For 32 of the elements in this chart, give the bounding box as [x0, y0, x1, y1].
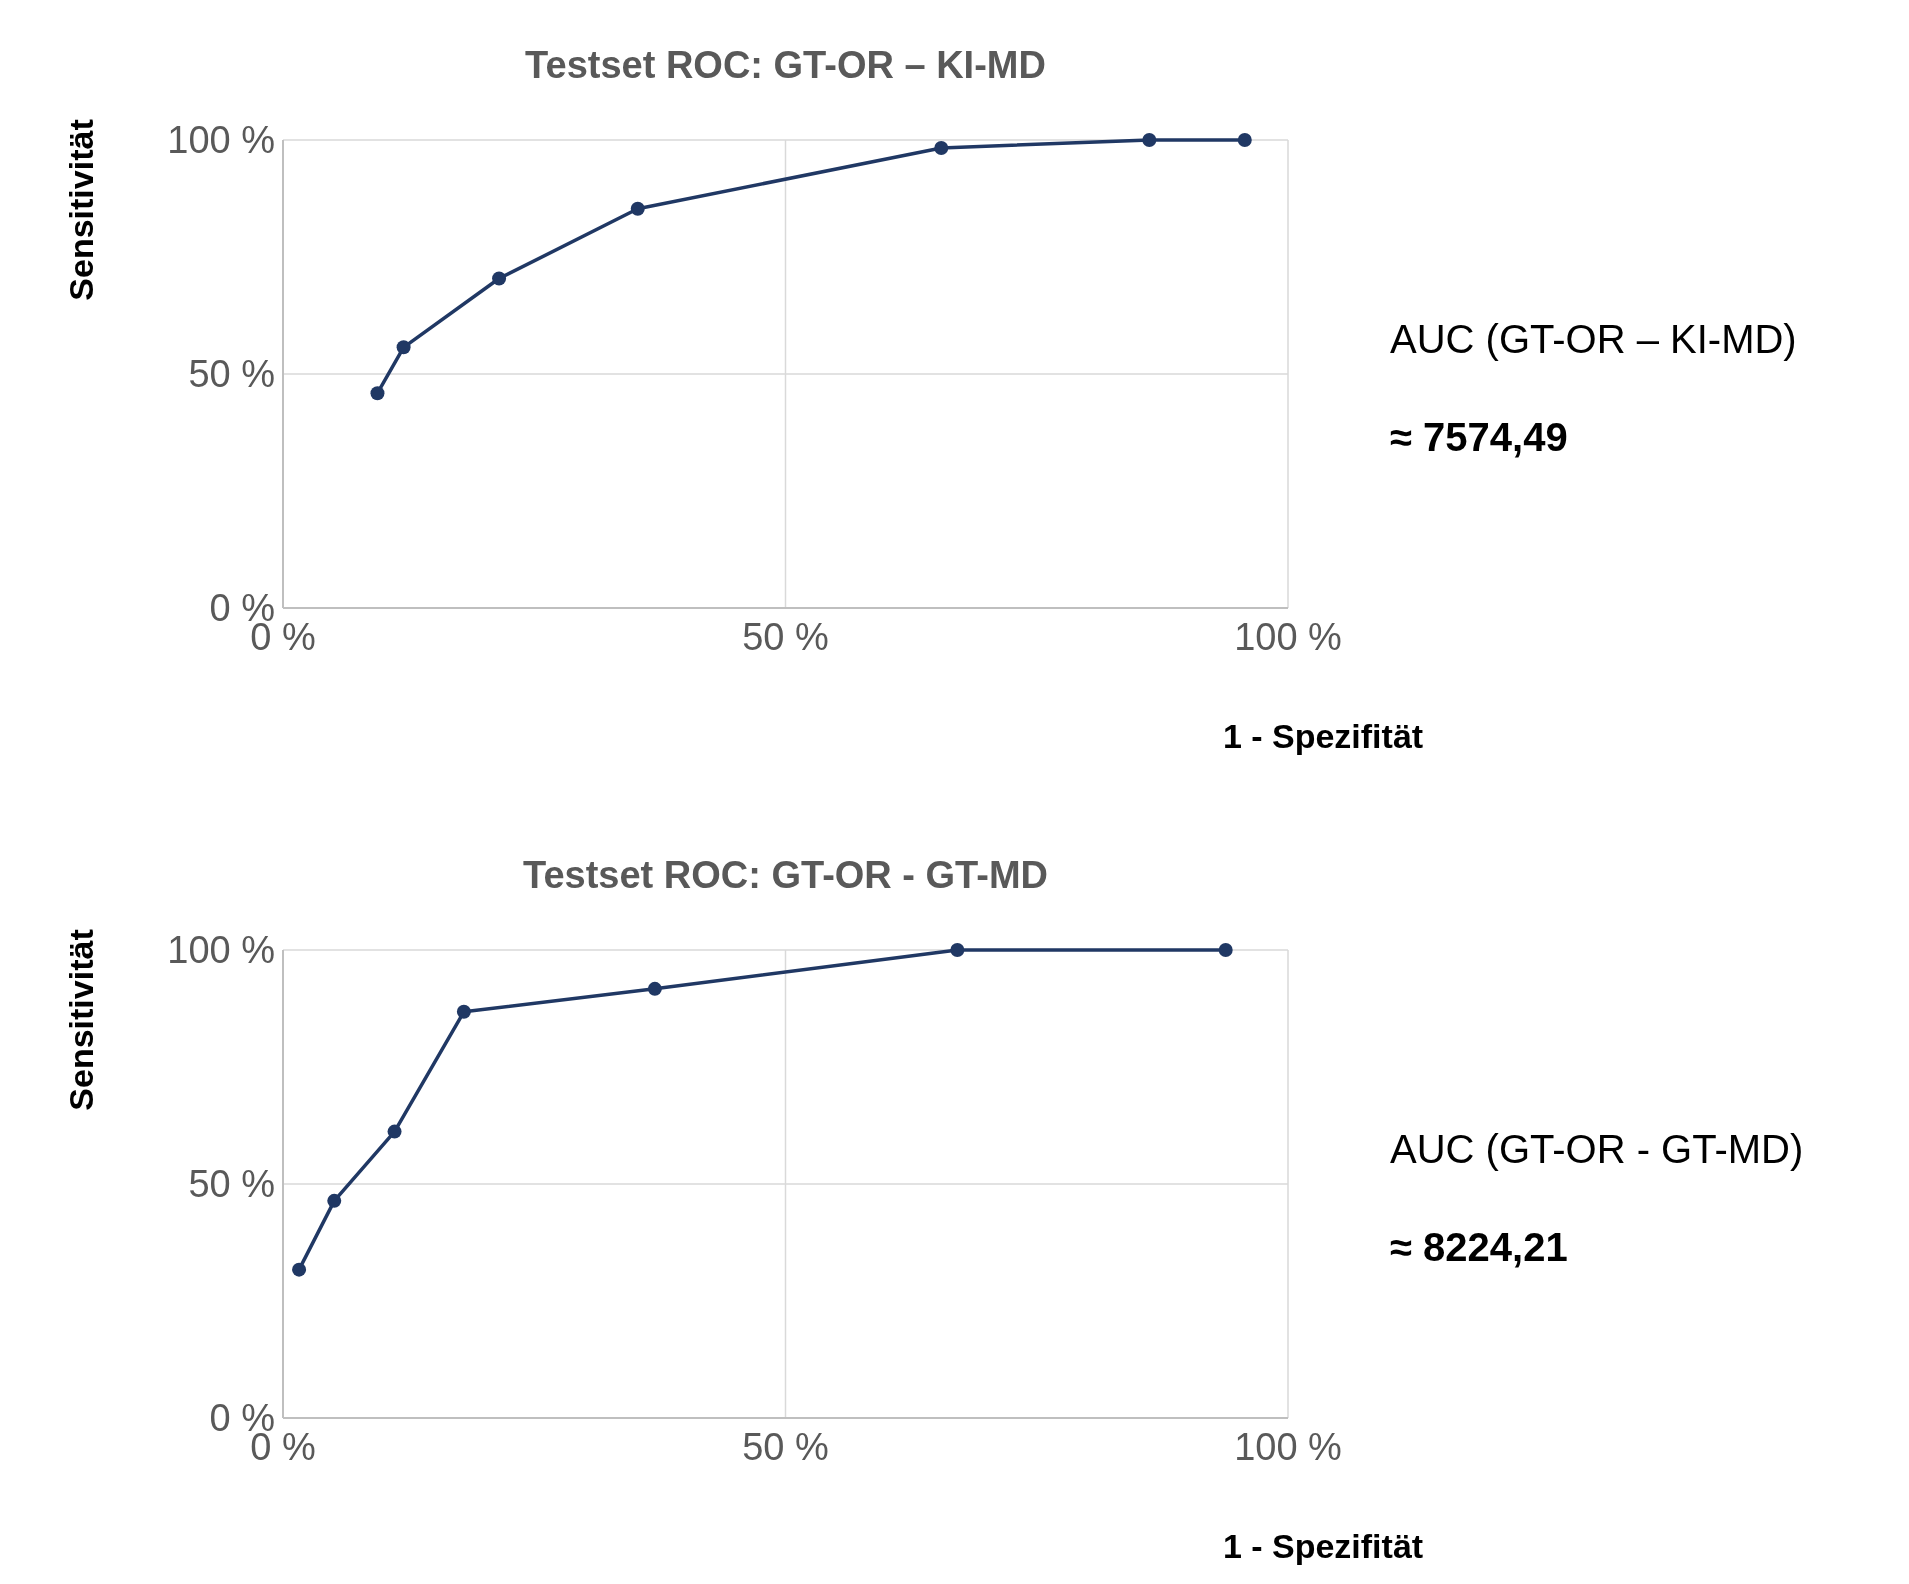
- point: [647, 981, 662, 996]
- point: [492, 271, 507, 286]
- point: [1218, 943, 1233, 957]
- point: [1142, 133, 1157, 147]
- text: ≈ 7574,49: [1390, 415, 1568, 459]
- x-tick-label: 50 %: [742, 616, 829, 658]
- x-tick-label: 100 %: [1234, 1426, 1342, 1468]
- y-tick-label: 100 %: [167, 119, 275, 161]
- x-axis-title: 1 - Spezifität: [1222, 1527, 1424, 1565]
- point: [327, 1193, 342, 1208]
- point: [950, 943, 965, 957]
- chart-title: Testset ROC: GT-OR - GT-MD: [523, 854, 1048, 896]
- point: [396, 340, 411, 355]
- point: [370, 386, 385, 401]
- y-axis-title: Sensitivität: [62, 119, 100, 301]
- text: AUC (GT-OR – KI-MD): [1390, 317, 1797, 361]
- x-tick-label: 100 %: [1234, 616, 1342, 658]
- text: AUC (GT-OR - GT-MD): [1390, 1127, 1804, 1171]
- text: ≈ 8224,21: [1390, 1225, 1568, 1269]
- point: [630, 201, 645, 216]
- x-axis-title: 1 - Spezifität: [1222, 717, 1424, 755]
- y-tick-label: 100 %: [167, 929, 275, 971]
- point: [292, 1262, 307, 1277]
- y-tick-label: 50 %: [188, 1163, 275, 1205]
- x-tick-label: 50 %: [742, 1426, 829, 1468]
- point: [1237, 133, 1252, 147]
- y-tick-label: 50 %: [188, 353, 275, 395]
- chart-title: Testset ROC: GT-OR – KI-MD: [525, 44, 1046, 86]
- point: [387, 1124, 402, 1139]
- y-axis-title: Sensitivität: [62, 929, 100, 1111]
- point: [934, 140, 949, 155]
- point: [456, 1004, 471, 1019]
